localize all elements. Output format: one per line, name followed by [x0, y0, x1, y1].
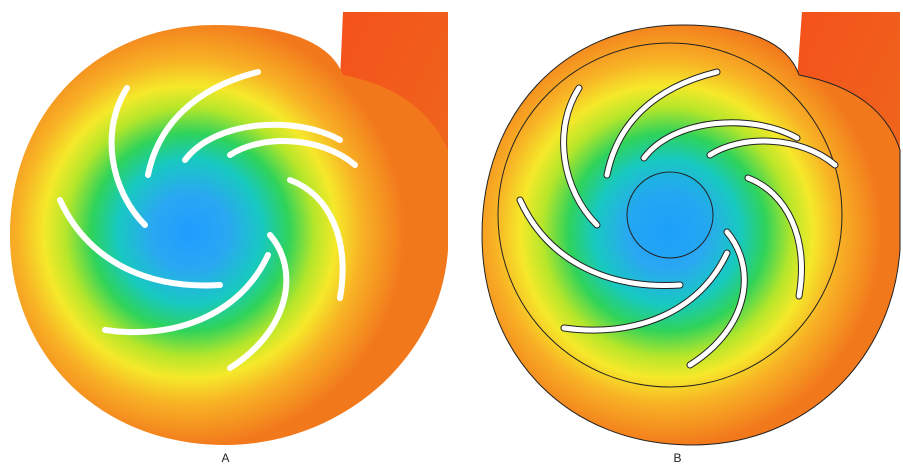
panel-label: A [221, 451, 230, 465]
panel-label: B [673, 451, 682, 465]
pump-contour-plot-a [10, 12, 448, 445]
panel-a: A [0, 0, 451, 468]
impeller-blades [57, 69, 358, 371]
rotor-inner-boundary [626, 171, 714, 259]
panel-b: B [452, 0, 903, 468]
pump-contour-plot-b [481, 12, 901, 446]
volute-casing [481, 24, 901, 446]
volute-casing [10, 25, 448, 445]
impeller-blades [517, 69, 838, 368]
rotor-outer-boundary [497, 42, 843, 388]
